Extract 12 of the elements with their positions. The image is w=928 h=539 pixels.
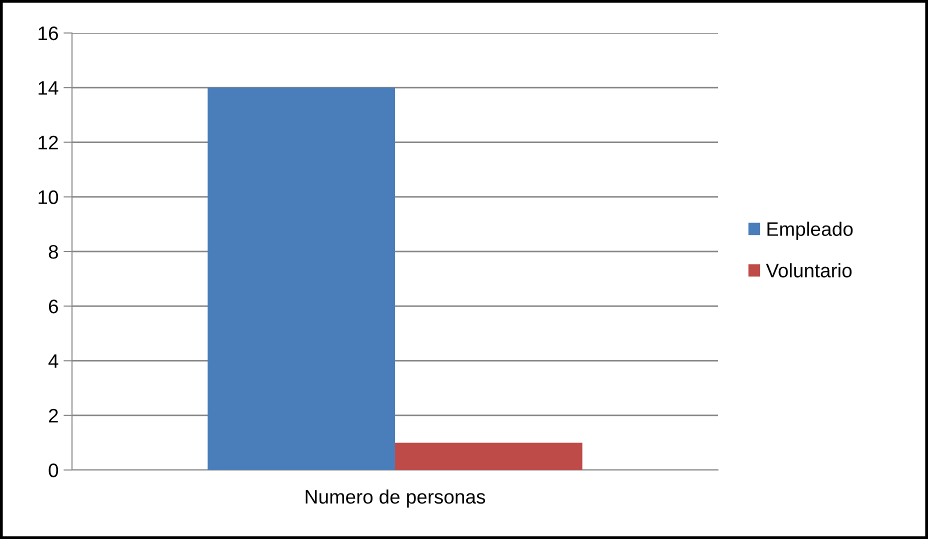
legend-label: Empleado: [768, 222, 853, 240]
y-tick-label: 4: [48, 354, 58, 368]
y-tick-label: 2: [48, 408, 58, 422]
x-tick-label: Numero de personas: [306, 489, 486, 508]
y-tick-label: 0: [48, 463, 58, 478]
y-tick-label: 6: [48, 300, 58, 314]
legend-label: Voluntario: [766, 263, 852, 278]
y-tick-label: 12: [38, 136, 58, 150]
y-tick-label: 8: [48, 244, 58, 259]
y-tick-label: 16: [38, 26, 58, 40]
y-tick-label: 14: [38, 81, 58, 95]
y-tick-label: 10: [38, 190, 58, 204]
